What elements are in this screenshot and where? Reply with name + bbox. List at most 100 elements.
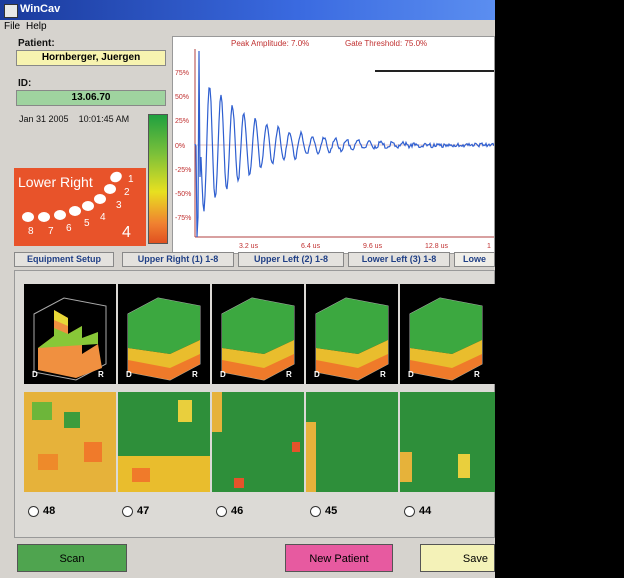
cube-view-44[interactable]: D R	[400, 284, 495, 384]
tab-equipment-setup[interactable]: Equipment Setup	[14, 252, 114, 267]
y-tick-label: 25%	[175, 118, 189, 125]
tooth-number-3: 3	[116, 200, 122, 211]
radio-label: 46	[231, 505, 243, 517]
waveform-svg: Peak Amplitude: 7.0% Gate Threshold: 75.…	[173, 37, 494, 253]
peak-amplitude-label: Peak Amplitude: 7.0%	[231, 39, 309, 48]
map-patch	[38, 454, 58, 470]
radio-label: 48	[43, 505, 55, 517]
scan-datetime: Jan 31 2005 10:01:45 AM	[19, 114, 129, 124]
save-button[interactable]: Save	[420, 544, 495, 572]
x-tick-label: 6.4 us	[301, 243, 321, 250]
r-label: R	[474, 370, 480, 379]
radio-label: 47	[137, 505, 149, 517]
window-title: WinCav	[20, 3, 60, 15]
tooth-number-2: 2	[124, 187, 130, 198]
heatmap-44[interactable]	[400, 392, 495, 492]
waveform-plot: Peak Amplitude: 7.0% Gate Threshold: 75.…	[172, 36, 495, 254]
radio-label: 44	[419, 505, 431, 517]
gate-threshold-label: Gate Threshold: 75.0%	[345, 39, 427, 48]
r-label: R	[286, 370, 292, 379]
y-tick-label: 50%	[175, 94, 189, 101]
menu-help[interactable]: Help	[26, 21, 47, 32]
cube-icon	[400, 284, 495, 384]
map-patch	[178, 400, 192, 422]
radio-icon	[310, 506, 321, 517]
radio-label: 45	[325, 505, 337, 517]
x-tick-label: 9.6 us	[363, 243, 383, 250]
new-patient-button[interactable]: New Patient	[285, 544, 393, 572]
scan-button[interactable]: Scan	[17, 544, 127, 572]
tooth-number-6: 6	[66, 223, 72, 234]
tab-lower-right[interactable]: Lowe	[454, 252, 495, 267]
y-tick-label: 0%	[175, 143, 185, 150]
tooth-8-icon	[22, 212, 34, 222]
map-patch	[32, 402, 52, 420]
r-label: R	[192, 370, 198, 379]
radio-tooth-44[interactable]: 44	[404, 505, 431, 517]
patient-name-field[interactable]: Hornberger, Juergen	[16, 50, 166, 66]
tooth-number-1: 1	[128, 174, 134, 185]
map-patch	[64, 412, 80, 428]
y-tick-label: 75%	[175, 70, 189, 77]
color-scale-bar	[148, 114, 168, 244]
map-patch	[212, 392, 222, 432]
d-label: D	[32, 370, 38, 379]
tooth-3-icon	[94, 194, 106, 204]
heatmap-47[interactable]	[118, 392, 210, 492]
quadrant-number: 4	[122, 224, 131, 242]
tab-lower-left[interactable]: Lower Left (3) 1-8	[348, 252, 450, 267]
heatmap-46[interactable]	[212, 392, 304, 492]
tooth-4-icon	[82, 201, 94, 211]
heatmap-45[interactable]	[306, 392, 398, 492]
tooth-6-icon	[54, 210, 66, 220]
app-icon	[4, 4, 18, 18]
r-label: R	[98, 370, 104, 379]
tooth-5-icon	[69, 206, 81, 216]
map-patch	[400, 452, 412, 482]
quadrant-title: Lower Right	[18, 174, 93, 190]
cube-view-47[interactable]: D R	[118, 284, 210, 384]
patient-id-field[interactable]: 13.06.70	[16, 90, 166, 106]
quadrant-diagram[interactable]: Lower Right 1 2 3 4 5 6 7 8 4	[14, 168, 146, 246]
x-tick-label: 1	[487, 243, 491, 250]
radio-tooth-46[interactable]: 46	[216, 505, 243, 517]
cube-view-46[interactable]: D R	[212, 284, 304, 384]
d-label: D	[314, 370, 320, 379]
patient-label: Patient:	[18, 38, 55, 49]
tab-strip: Equipment Setup Upper Right (1) 1-8 Uppe…	[14, 252, 495, 268]
tooth-1-icon	[108, 170, 123, 185]
waveform-trace	[195, 51, 494, 237]
d-label: D	[220, 370, 226, 379]
app-window: WinCav File Help Patient: Hornberger, Ju…	[0, 0, 495, 578]
cube-icon	[306, 284, 398, 384]
x-tick-label: 12.8 us	[425, 243, 448, 250]
map-patch	[292, 442, 300, 452]
tooth-number-4: 4	[100, 212, 106, 223]
y-tick-label: -25%	[175, 167, 191, 174]
y-tick-label: -75%	[175, 215, 191, 222]
d-label: D	[408, 370, 414, 379]
map-patch	[132, 468, 150, 482]
cube-view-45[interactable]: D R	[306, 284, 398, 384]
map-patch	[84, 442, 102, 462]
heatmap-48[interactable]	[24, 392, 116, 492]
x-tick-label: 3.2 us	[239, 243, 259, 250]
y-tick-label: -50%	[175, 191, 191, 198]
d-label: D	[126, 370, 132, 379]
radio-tooth-47[interactable]: 47	[122, 505, 149, 517]
tab-upper-right[interactable]: Upper Right (1) 1-8	[122, 252, 234, 267]
menu-file[interactable]: File	[4, 21, 20, 32]
map-patch	[234, 478, 244, 488]
radio-tooth-48[interactable]: 48	[28, 505, 55, 517]
menu-bar: File Help	[0, 20, 495, 34]
radio-icon	[216, 506, 227, 517]
tooth-number-8: 8	[28, 226, 34, 237]
scan-date: Jan 31 2005	[19, 114, 69, 124]
tooth-2-icon	[104, 184, 116, 194]
tab-upper-left[interactable]: Upper Left (2) 1-8	[238, 252, 344, 267]
r-label: R	[380, 370, 386, 379]
map-patch	[458, 454, 470, 478]
cube-view-48[interactable]: D R	[24, 284, 116, 384]
map-patch	[306, 422, 316, 492]
radio-tooth-45[interactable]: 45	[310, 505, 337, 517]
